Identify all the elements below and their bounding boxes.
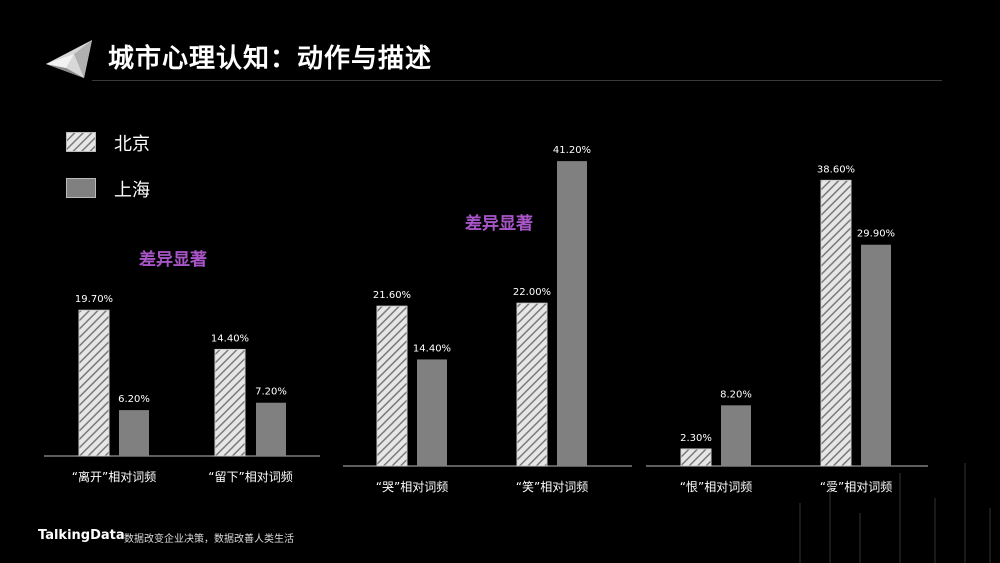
legend-label: 上海	[114, 180, 150, 201]
legend-swatch-hatched	[66, 132, 96, 152]
data-label: 14.40%	[211, 333, 249, 344]
data-label: 41.20%	[553, 145, 591, 156]
bar-shanghai	[119, 410, 149, 456]
bar-shanghai	[861, 244, 891, 466]
footer-slogan: 数据改变企业决策，数据改善人类生活	[124, 534, 294, 545]
bar-beijing	[214, 348, 246, 457]
data-label: 6.20%	[118, 394, 150, 405]
data-label: 8.20%	[720, 389, 752, 400]
bar-beijing	[516, 302, 548, 467]
data-label: 22.00%	[513, 287, 551, 298]
data-label: 38.60%	[817, 164, 855, 175]
category-label: “爱”相对词频	[820, 480, 892, 494]
significance-annotation: 差异显著	[139, 249, 207, 270]
bar-shanghai	[417, 359, 447, 466]
bar-shanghai	[256, 402, 286, 456]
decorative-lines	[799, 463, 991, 563]
category-label: “离开”相对词频	[72, 469, 156, 484]
data-label: 19.70%	[75, 294, 113, 305]
bar-beijing	[820, 179, 852, 467]
bar-beijing	[680, 448, 712, 467]
category-label: “恨”相对词频	[680, 480, 752, 494]
footer-brand-logo: TalkingData	[38, 528, 125, 543]
data-label: 29.90%	[857, 229, 895, 240]
bar-shanghai	[721, 405, 751, 466]
data-label: 21.60%	[373, 290, 411, 301]
data-label: 14.40%	[413, 343, 451, 354]
data-label: 2.30%	[680, 433, 712, 444]
title-divider	[92, 80, 942, 81]
category-label: “笑”相对词频	[516, 479, 588, 494]
category-label: “留下”相对词频	[208, 470, 292, 484]
significance-annotation: 差异显著	[465, 213, 533, 234]
category-label: “哭”相对词频	[376, 480, 448, 494]
page-title: 城市心理认知：动作与描述	[108, 44, 433, 74]
data-label: 7.20%	[255, 387, 287, 398]
bar-beijing	[78, 309, 110, 457]
legend-swatch-solid	[66, 178, 96, 198]
bar-beijing	[376, 305, 408, 467]
bar-shanghai	[557, 161, 587, 466]
crystal-logo-icon	[46, 40, 92, 78]
legend-label: 北京	[114, 134, 150, 155]
